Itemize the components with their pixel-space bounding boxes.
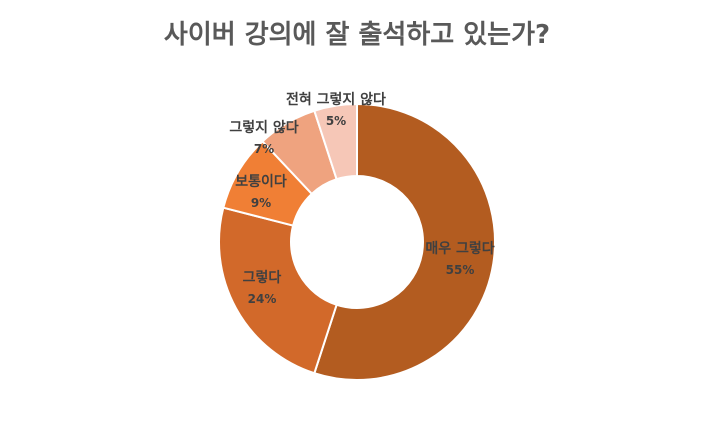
slice-label-4: 그렇지 않다	[229, 119, 298, 136]
data-labels: 매우 그렇다 55% 그렇다 24% 보통이다 9% 그렇지 않다 7% 전혀 그렇지 않다 5%	[229, 91, 494, 306]
slice-value-2: 24%	[248, 292, 277, 306]
slice-label-5: 전혀 그렇지 않다	[286, 91, 386, 108]
slice-label-2: 그렇다	[243, 270, 282, 286]
slice-label-3: 보통이다	[235, 173, 287, 190]
donut-slice-2	[218, 206, 338, 375]
donut-slice-5	[313, 102, 358, 181]
slice-label-1: 매우 그렇다	[425, 241, 494, 257]
chart-title: 사이버 강의에 잘 출석하고 있는가?	[163, 20, 551, 50]
donut-slices	[218, 102, 496, 381]
donut-slice-1	[313, 102, 496, 381]
slice-value-5: 5%	[326, 114, 346, 128]
slice-value-3: 9%	[251, 196, 271, 210]
slice-value-1: 55%	[446, 263, 475, 277]
slice-value-4: 7%	[254, 142, 274, 156]
